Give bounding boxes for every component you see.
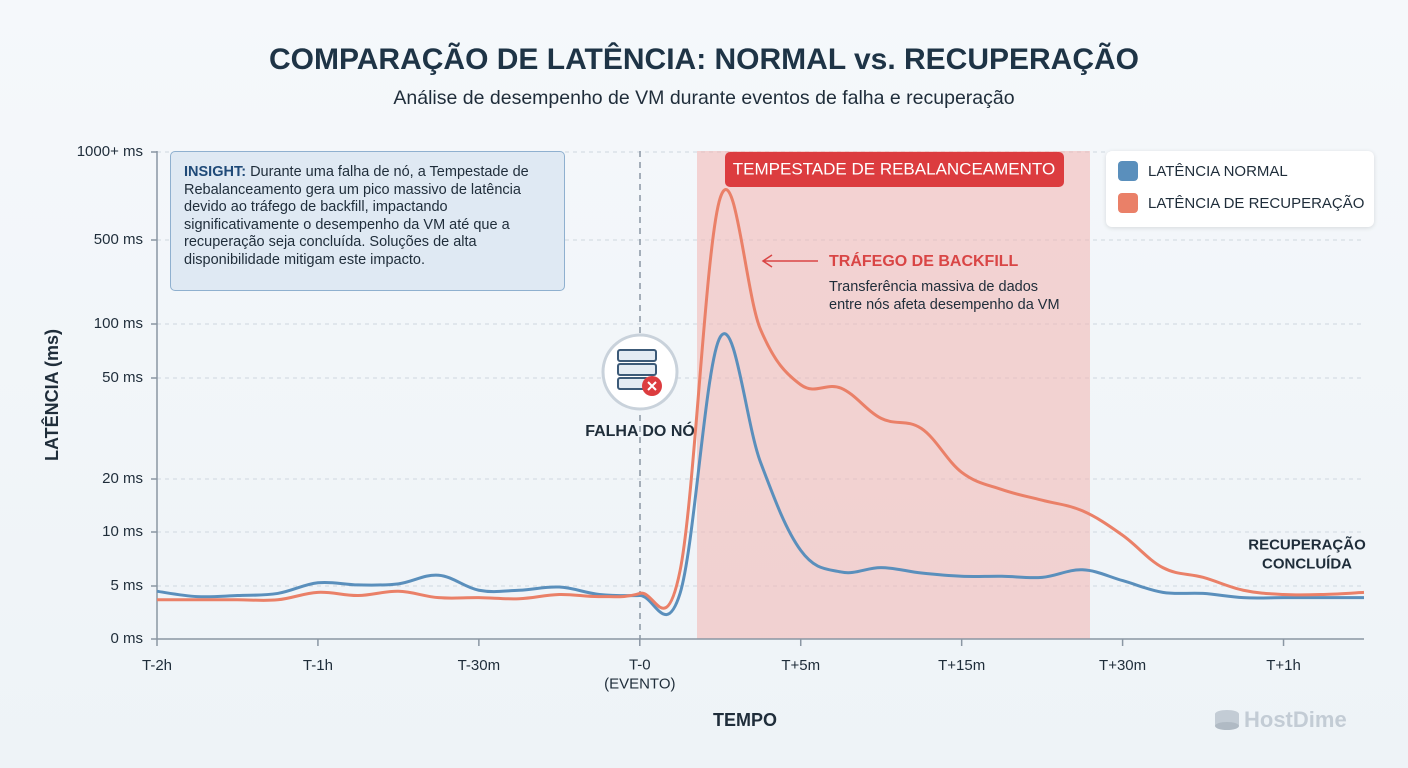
x-tick-label: T+15m [938, 657, 985, 674]
x-tick-label: T-1h [303, 657, 333, 674]
x-tick-label: T-0 (EVENTO) [604, 657, 675, 693]
backfill-title: TRÁFEGO DE BACKFILL [829, 251, 1019, 270]
storm-label: TEMPESTADE DE REBALANCEAMENTO [733, 159, 1055, 178]
backfill-arrow [761, 254, 818, 268]
x-axis-label: TEMPO [713, 710, 777, 730]
insight-box: INSIGHT: Durante uma falha de nó, a Temp… [170, 151, 565, 291]
legend-label: LATÊNCIA NORMAL [1148, 162, 1288, 180]
y-tick-label: 500 ms [94, 231, 143, 248]
backfill-text: Transferência massiva de dados entre nós … [829, 279, 1060, 313]
legend-item: LATÊNCIA DE RECUPERAÇÃO [1118, 193, 1364, 213]
y-tick-label: 20 ms [102, 470, 143, 487]
insight-text: Durante uma falha de nó, a Tempestade de… [184, 164, 529, 268]
failure-label: FALHA DO NÓ [585, 421, 695, 440]
brand-logo [1215, 710, 1239, 730]
storm-region [697, 151, 1090, 639]
legend-label: LATÊNCIA DE RECUPERAÇÃO [1148, 194, 1365, 212]
y-tick-label: 100 ms [94, 315, 143, 332]
x-tick-label: T-30m [458, 657, 501, 674]
chart-subtitle: Análise de desempenho de VM durante even… [393, 87, 1014, 109]
brand-name: HostDime [1244, 707, 1347, 732]
x-tick-label: T-2h [142, 657, 172, 674]
legend: LATÊNCIA NORMAL LATÊNCIA DE RECUPERAÇÃO [1106, 151, 1374, 227]
legend-swatch [1118, 161, 1138, 181]
failure-icon [601, 333, 679, 411]
chart-title: COMPARAÇÃO DE LATÊNCIA: NORMAL vs. RECUP… [269, 42, 1139, 76]
series-line [156, 332, 1365, 617]
y-tick-label: 0 ms [110, 630, 143, 647]
storm-badge [725, 152, 1064, 187]
legend-swatch [1118, 193, 1138, 213]
insight-label: INSIGHT: [184, 164, 247, 180]
y-axis-label: LATÊNCIA (ms) [41, 329, 62, 461]
x-tick-label: T+30m [1099, 657, 1146, 674]
y-tick-label: 1000+ ms [77, 143, 143, 160]
x-tick-label: T+5m [781, 657, 820, 674]
series-line [156, 188, 1365, 610]
y-tick-label: 5 ms [110, 577, 143, 594]
legend-item: LATÊNCIA NORMAL [1118, 161, 1288, 181]
x-tick-label: T+1h [1266, 657, 1301, 674]
y-tick-label: 10 ms [102, 523, 143, 540]
y-tick-label: 50 ms [102, 369, 143, 386]
recovery-label: RECUPERAÇÃO CONCLUÍDA [1248, 536, 1366, 573]
